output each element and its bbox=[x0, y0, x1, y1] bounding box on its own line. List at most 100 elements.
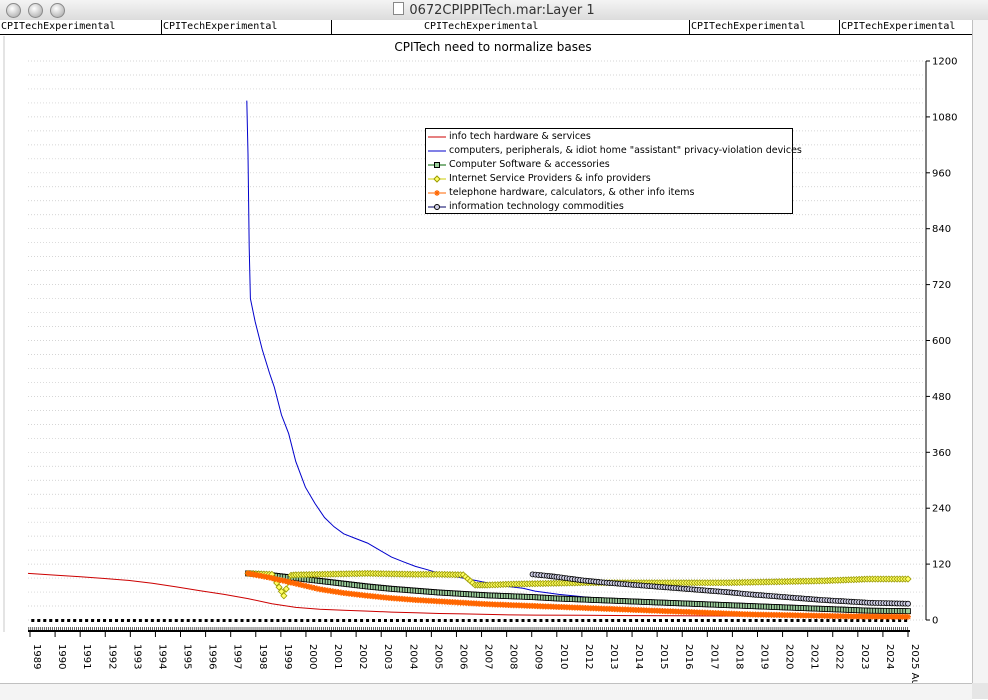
close-window-icon[interactable] bbox=[6, 3, 21, 18]
window-titlebar: 0672CPIPPITech.mar:Layer 1 bbox=[0, 0, 988, 21]
baseline-marker bbox=[306, 619, 310, 622]
baseline-marker bbox=[694, 619, 698, 622]
baseline-marker bbox=[138, 619, 142, 622]
data-point-diamond bbox=[904, 575, 912, 583]
data-point-star bbox=[282, 578, 289, 585]
baseline-marker bbox=[348, 619, 352, 622]
baseline-marker bbox=[168, 619, 172, 622]
baseline-marker bbox=[276, 619, 280, 622]
baseline-marker bbox=[288, 619, 292, 622]
baseline-marker bbox=[754, 619, 758, 622]
baseline-marker bbox=[342, 619, 346, 622]
data-point-star bbox=[271, 575, 278, 582]
data-point-star bbox=[276, 576, 283, 583]
data-point-star bbox=[308, 584, 315, 591]
baseline-marker bbox=[539, 619, 543, 622]
baseline-marker bbox=[623, 619, 627, 622]
tab-3[interactable]: CPITechExperimental bbox=[332, 20, 690, 34]
baseline-marker bbox=[162, 619, 166, 622]
baseline-marker bbox=[784, 619, 788, 622]
baseline-marker bbox=[886, 619, 890, 622]
legend-label: telephone hardware, calculators, & other… bbox=[449, 187, 695, 198]
baseline-marker bbox=[569, 619, 573, 622]
legend-entry: Internet Service Providers & info provid… bbox=[428, 172, 651, 186]
baseline-marker bbox=[264, 619, 268, 622]
window-title-container: 0672CPIPPITech.mar:Layer 1 bbox=[0, 2, 988, 18]
baseline-marker bbox=[688, 619, 692, 622]
baseline-marker bbox=[904, 619, 908, 622]
baseline-marker bbox=[856, 619, 860, 622]
resize-grip-icon[interactable] bbox=[972, 683, 988, 699]
y-tick-label: 600 bbox=[932, 336, 951, 347]
x-tick-label: 2013 bbox=[608, 644, 619, 669]
baseline-marker bbox=[198, 619, 202, 622]
legend-entry: computers, peripherals, & idiot home "as… bbox=[428, 144, 802, 158]
baseline-marker bbox=[730, 619, 734, 622]
tab-5[interactable]: CPITechExperimental bbox=[841, 21, 956, 32]
baseline-marker bbox=[563, 619, 567, 622]
legend-entry: information technology commodities bbox=[428, 200, 624, 214]
y-tick-label: 240 bbox=[932, 504, 951, 515]
data-point-star bbox=[295, 581, 302, 588]
y-tick-label: 480 bbox=[932, 392, 951, 403]
baseline-marker bbox=[778, 619, 782, 622]
legend-label: info tech hardware & services bbox=[449, 131, 591, 142]
baseline-marker bbox=[545, 619, 549, 622]
legend-swatch-marker bbox=[433, 174, 441, 183]
baseline-marker bbox=[150, 619, 154, 622]
baseline-marker bbox=[240, 619, 244, 622]
baseline-marker bbox=[676, 619, 680, 622]
legend-entry: Computer Software & accessories bbox=[428, 158, 610, 172]
baseline-marker bbox=[706, 619, 710, 622]
baseline-marker bbox=[497, 619, 501, 622]
tab-2[interactable]: CPITechExperimental bbox=[162, 20, 332, 34]
baseline-marker bbox=[617, 619, 621, 622]
baseline-marker bbox=[473, 619, 477, 622]
data-point-star bbox=[274, 576, 281, 583]
baseline-marker bbox=[802, 619, 806, 622]
baseline-marker bbox=[324, 619, 328, 622]
baseline-marker bbox=[354, 619, 358, 622]
legend-label: Computer Software & accessories bbox=[449, 159, 610, 170]
baseline-marker bbox=[682, 619, 686, 622]
x-tick-label: 2006 bbox=[457, 644, 468, 669]
x-tick-label: 2001 bbox=[332, 644, 343, 669]
baseline-marker bbox=[79, 619, 83, 622]
baseline-marker bbox=[91, 619, 95, 622]
baseline-marker bbox=[647, 619, 651, 622]
baseline-marker bbox=[318, 619, 322, 622]
data-point-star bbox=[314, 585, 321, 592]
vertical-scrollbar[interactable] bbox=[972, 20, 988, 683]
baseline-marker bbox=[174, 619, 178, 622]
x-tick-label: 2022 bbox=[834, 644, 845, 669]
minimize-window-icon[interactable] bbox=[28, 3, 43, 18]
x-tick-label: 2023 bbox=[859, 644, 870, 669]
baseline-marker bbox=[431, 619, 435, 622]
baseline-marker bbox=[389, 619, 393, 622]
legend-swatch bbox=[428, 174, 446, 183]
baseline-marker bbox=[850, 619, 854, 622]
baseline-marker bbox=[425, 619, 429, 622]
baseline-marker bbox=[407, 619, 411, 622]
baseline-marker bbox=[156, 619, 160, 622]
baseline-marker bbox=[246, 619, 250, 622]
baseline-marker bbox=[216, 619, 220, 622]
tab-1[interactable]: CPITechExperimental bbox=[0, 20, 162, 34]
baseline-marker bbox=[826, 619, 830, 622]
x-tick-label: 2018 bbox=[733, 644, 744, 669]
tab-4[interactable]: CPITechExperimental bbox=[690, 20, 840, 34]
baseline-marker bbox=[670, 619, 674, 622]
horizontal-scrollbar[interactable] bbox=[0, 683, 972, 700]
baseline-marker bbox=[204, 619, 208, 622]
legend-swatch bbox=[428, 189, 446, 196]
data-point-star bbox=[292, 580, 299, 587]
baseline-marker bbox=[581, 619, 585, 622]
x-tick-label: 2014 bbox=[633, 644, 644, 669]
x-tick-label: 1996 bbox=[207, 644, 218, 669]
baseline-marker bbox=[808, 619, 812, 622]
baseline-marker bbox=[736, 619, 740, 622]
baseline-marker bbox=[521, 619, 525, 622]
zoom-window-icon[interactable] bbox=[50, 3, 65, 18]
x-tick-label: 2002 bbox=[357, 644, 368, 669]
